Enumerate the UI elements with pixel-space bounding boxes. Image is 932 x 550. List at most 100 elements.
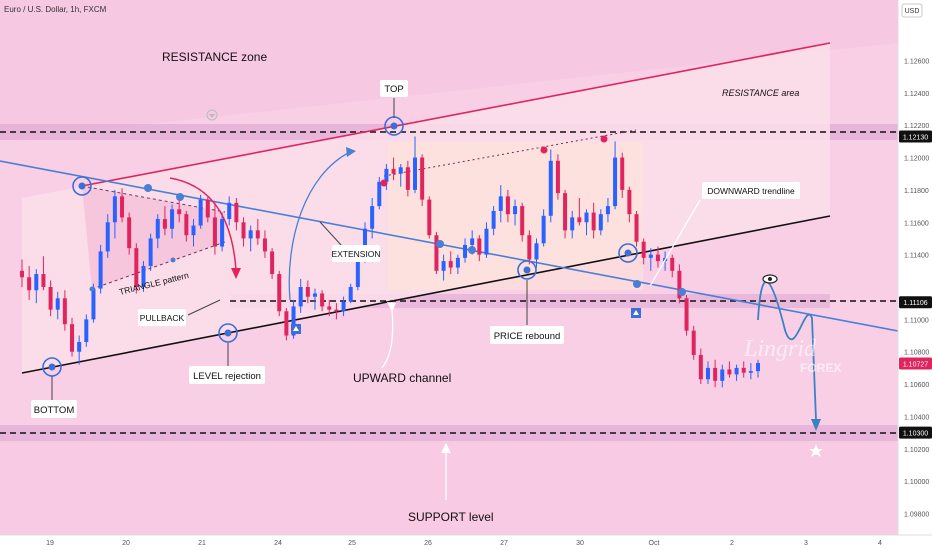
label-box-pullback: PULLBACK [138,309,186,326]
candle-body [27,277,32,291]
candle-body [112,196,117,223]
candle [634,210,639,247]
price-tick-label: 1.12000 [904,156,929,163]
candle-body [613,157,618,207]
candle [105,214,110,258]
price-tick-label: 1.11600 [904,220,929,227]
candle-body [441,261,446,271]
price-axis[interactable] [898,0,932,535]
upward-channel-pointer-arrow [381,309,394,369]
candle-body [691,330,696,355]
candle-body [291,306,296,336]
price-tick-label: 1.10400 [904,414,929,421]
price-tag-box [899,296,932,309]
price-tag-box [899,426,932,439]
svg-text:PRICE rebound: PRICE rebound [494,331,561,342]
watermark-logo: Lingrid [743,336,817,362]
candle-body [227,202,232,220]
candle [670,254,675,278]
candle-body [312,293,317,297]
candle [141,261,146,292]
candle [270,248,275,279]
candle [220,212,225,252]
candle [48,280,53,317]
candle [277,270,282,317]
candle-body [191,225,196,236]
price-tick-label: 1.12200 [904,123,929,130]
candle [134,243,139,294]
time-tick-labels: 19 20 21 24 25 26 27 30 Oct 2 3 4 [46,540,882,547]
watermark-logo-sub: FOREX [800,361,841,375]
up-event-marker [631,308,641,318]
label-box-bottom: BOTTOM [31,400,77,418]
candle-body [577,217,582,223]
dot-marker [678,288,686,296]
candle [198,194,203,229]
candle-body [91,288,96,320]
candle-body [648,254,653,258]
candle [155,214,160,249]
up-event-marker [291,324,301,334]
candle [427,196,432,239]
svg-text:PULLBACK: PULLBACK [140,313,185,323]
pullback-arrowhead [231,268,241,279]
candle-body [348,286,353,302]
currency-label: USD [905,8,920,15]
candle-body [77,342,82,352]
candle-body [384,168,389,182]
candle-body [205,199,210,218]
candle [555,154,560,200]
resistance-zone-label: RESISTANCE zone [162,50,267,64]
candle-body [570,217,575,231]
candle-body [620,157,625,190]
candle [341,296,346,317]
candle-body [498,196,503,211]
candle-body [298,286,303,307]
price-tag: 1.11106 [899,296,932,309]
candle [413,136,418,194]
candle-body [70,324,75,352]
time-tick-label: 24 [274,540,282,547]
circle-marker-level-rejection [218,323,238,343]
candle [477,235,482,262]
candle-body [120,196,125,218]
candle [162,206,167,236]
candle-body [705,367,710,380]
candle [563,189,568,239]
candle [320,290,325,312]
dot-marker-red [540,146,548,154]
time-tick-label: 19 [46,540,54,547]
candle-body [270,251,275,275]
info-marker [206,109,218,121]
price-tick-label: 1.10600 [904,382,929,389]
candle-body [220,219,225,247]
candle [448,251,453,275]
candle-body [320,293,325,307]
upward-channel-pointer-arrowhead [387,302,396,312]
candle-body [520,206,525,236]
candle-body [405,167,410,190]
candle-body [470,238,475,245]
price-tags: 1.12130 1.11106 1.10727 1.10300 [899,130,932,439]
candle-body [284,311,289,336]
time-tick-label: 3 [804,540,808,547]
svg-text:BOTTOM: BOTTOM [34,405,75,416]
candlestick-series [20,136,760,388]
candle [727,361,732,378]
candle-body [255,230,260,239]
support-area [0,441,898,536]
candle [348,283,353,304]
currency-box [901,3,923,18]
dot-marker-red [600,135,608,143]
candle-body [198,199,203,226]
candle-body [534,243,539,260]
candle-body [234,202,239,223]
price-tag: 1.10300 [899,426,932,439]
resistance-area-label: RESISTANCE area [722,88,799,98]
candle-body [277,274,282,312]
candle-body [98,251,103,289]
candle [491,206,496,236]
candle [520,202,525,242]
time-axis[interactable] [0,535,932,550]
